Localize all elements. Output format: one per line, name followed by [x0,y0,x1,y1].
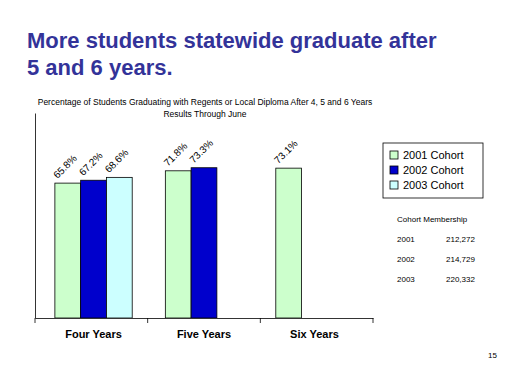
cohort-membership: Cohort Membership 2001 212,272 2002 214,729 2… [397,215,475,284]
cohort-count: 212,272 [446,235,475,244]
cohort-title: Cohort Membership [397,215,468,224]
legend-box [383,143,483,198]
bars [55,168,302,318]
bar [81,180,107,318]
data-label: 71.8% [162,140,190,168]
bar [55,183,81,318]
cohort-count: 220,332 [446,275,475,284]
category-divider [147,318,148,323]
legend-label: 2003 Cohort [403,179,464,191]
x-axis: Four Years Five Years Six Years [36,318,374,340]
background [0,0,522,379]
page-number: 15 [488,351,497,360]
legend-swatch [390,151,398,159]
data-label: 73.1% [272,138,300,166]
y-axis [35,114,36,319]
x-tick: Six Years [290,318,339,340]
bar [165,171,191,318]
x-tick-label: Six Years [290,328,339,340]
x-tick-label: Four Years [65,328,122,340]
cohort-year: 2003 [397,275,415,284]
data-label: 65.8% [51,153,79,181]
y-axis-line [35,114,36,319]
subtitle: Results Through June [163,109,246,119]
chart-svg: More students statewide graduate after5 … [0,0,522,379]
x-axis-line [36,318,374,319]
data-label: 68.6% [103,147,131,175]
legend-swatch [390,181,398,189]
bar [191,168,217,318]
legend-swatch [390,166,398,174]
category-divider [373,318,374,323]
cohort-year: 2002 [397,255,415,264]
data-labels: 65.8% 71.8% 73.1% 67.2% 73.3% 68.6% [51,137,300,180]
legend-label: 2001 Cohort [403,149,464,161]
subtitle: Percentage of Students Graduating with R… [38,97,373,107]
category-divider [260,318,261,323]
cohort-year: 2001 [397,235,415,244]
x-tick: Five Years [177,318,231,340]
legend: 2001 Cohort 2002 Cohort 2003 Cohort [383,143,483,198]
data-label: 73.3% [187,137,215,165]
data-label: 67.2% [77,150,105,178]
bar [276,168,302,318]
cohort-count: 214,729 [446,255,475,264]
legend-label: 2002 Cohort [403,164,464,176]
title: 5 and 6 years. [27,55,173,80]
x-tick: Four Years [65,318,122,340]
x-tick-label: Five Years [177,328,231,340]
category-divider [35,318,36,323]
title: More students statewide graduate after [27,28,437,53]
bar [106,177,132,318]
